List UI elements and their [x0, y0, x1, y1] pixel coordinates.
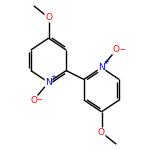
Text: +: + — [51, 74, 57, 80]
Text: N: N — [98, 63, 105, 72]
Text: O: O — [30, 96, 37, 105]
Text: O: O — [45, 13, 52, 22]
Text: −: − — [119, 47, 125, 53]
Text: −: − — [36, 97, 42, 103]
Text: +: + — [104, 60, 110, 66]
Text: N: N — [45, 78, 52, 87]
Text: O: O — [113, 45, 120, 54]
Text: O: O — [98, 128, 105, 137]
